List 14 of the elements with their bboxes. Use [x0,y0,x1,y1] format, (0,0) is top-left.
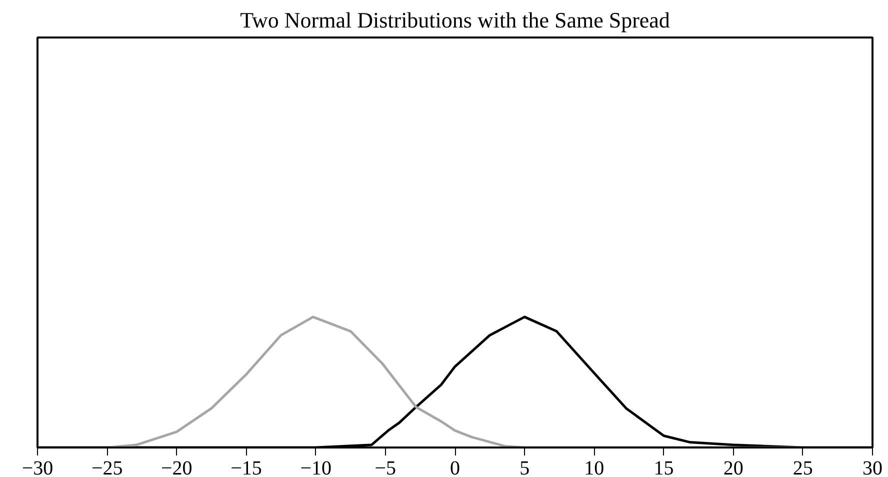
x-tick-label: 30 [862,458,882,477]
x-tick-label: −20 [161,458,192,477]
x-tick-label: 25 [792,458,813,477]
x-tick-label: 10 [584,458,604,477]
x-tick-label: −10 [300,458,332,477]
x-tick-label: 5 [520,458,530,477]
x-tick-label: −15 [230,458,262,477]
x-tick-label: 0 [450,458,460,477]
chart-title: Two Normal Distributions with the Same Spread [240,8,670,32]
x-tick-label: −25 [91,458,123,477]
x-tick-label: 20 [723,458,744,477]
x-tick-label: −5 [374,458,396,477]
x-tick-label: 15 [654,458,674,477]
x-tick-label: −30 [22,458,54,477]
